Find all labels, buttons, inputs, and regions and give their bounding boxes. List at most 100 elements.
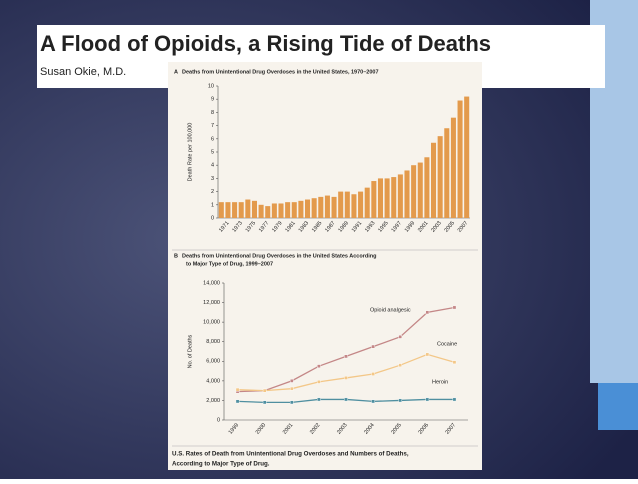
bar (397, 174, 403, 218)
bar (437, 136, 443, 218)
point (262, 400, 267, 405)
caption: U.S. Rates of Death from Unintentional D… (172, 451, 409, 458)
y-tick-label: 9 (211, 97, 214, 103)
bar (371, 181, 377, 218)
point (371, 399, 375, 404)
point (371, 372, 375, 376)
point (452, 397, 457, 402)
y-tick-label: 8 (211, 110, 214, 116)
bar (384, 178, 390, 218)
bar (450, 117, 456, 218)
y-tick-label: 2,000 (206, 398, 220, 404)
y-tick-label: 14,000 (203, 280, 220, 286)
author: Susan Okie, M.D. (40, 66, 126, 78)
bar (331, 196, 337, 218)
slide-title: A Flood of Opioids, a Rising Tide of Dea… (40, 31, 491, 56)
chart-title: Deaths from Unintentional Drug Overdoses… (182, 253, 376, 259)
bar (444, 128, 450, 218)
series-label: Cocaine (437, 341, 457, 347)
y-tick-label: 2 (211, 189, 214, 195)
y-tick-label: 4 (211, 163, 214, 169)
panel-label: A (174, 69, 178, 75)
bar (457, 100, 463, 218)
bar (411, 165, 417, 218)
bar (324, 195, 330, 218)
point (289, 379, 294, 383)
point (452, 305, 457, 310)
point (452, 360, 457, 365)
y-tick-label: 6 (211, 136, 214, 142)
figure-panel (168, 62, 482, 470)
y-tick-label: 4,000 (206, 378, 220, 384)
y-tick-label: 12,000 (203, 300, 220, 306)
point (289, 400, 294, 405)
bar (291, 202, 297, 218)
panel-label: B (174, 253, 178, 259)
bar (417, 162, 423, 218)
bar (271, 203, 277, 218)
point (262, 388, 267, 393)
y-tick-label: 0 (217, 417, 220, 423)
point (425, 352, 430, 357)
point (317, 364, 321, 368)
bar (358, 191, 364, 218)
point (235, 399, 240, 404)
point (398, 335, 403, 339)
bar (245, 199, 251, 218)
point (344, 354, 348, 359)
bar (218, 202, 224, 218)
y-tick-label: 5 (211, 149, 214, 155)
y-tick-label: 7 (211, 123, 214, 129)
bar (298, 200, 304, 218)
bar (285, 202, 291, 218)
point (317, 397, 321, 402)
point (398, 363, 403, 368)
point (235, 387, 240, 392)
bar (351, 194, 357, 218)
y-tick-label: 3 (211, 176, 214, 182)
point (344, 397, 348, 402)
y-axis-label: No. of Deaths (187, 334, 193, 368)
bar (278, 203, 284, 218)
bar (265, 206, 271, 218)
bar (424, 157, 430, 218)
side-block (598, 383, 638, 430)
bar (377, 178, 383, 218)
bar (338, 191, 344, 218)
point (344, 376, 348, 380)
y-tick-label: 8,000 (206, 339, 220, 345)
bar (225, 202, 231, 218)
chart-title: Deaths from Unintentional Drug Overdoses… (182, 69, 379, 75)
bar (305, 199, 311, 218)
point (425, 310, 430, 315)
bar (311, 198, 317, 218)
y-tick-label: 10,000 (203, 320, 220, 326)
bar (404, 170, 410, 218)
chart-title: to Major Type of Drug, 1999–2007 (186, 261, 273, 267)
series-label: Heroin (432, 379, 448, 385)
point (317, 380, 321, 384)
y-tick-label: 1 (211, 202, 214, 208)
bar (258, 204, 264, 218)
bar (391, 177, 397, 218)
bar (251, 200, 257, 218)
point (371, 344, 375, 349)
bar (344, 191, 350, 218)
caption: According to Major Type of Drug. (172, 461, 270, 468)
y-tick-label: 10 (208, 83, 214, 89)
point (289, 386, 294, 391)
y-axis-label: Death Rate per 100,000 (187, 123, 193, 182)
bar (238, 202, 244, 218)
point (425, 397, 430, 402)
bar (318, 196, 324, 218)
bar (364, 187, 370, 218)
point (398, 398, 403, 403)
y-tick-label: 6,000 (206, 359, 220, 365)
bar (464, 96, 470, 218)
series-label: Opioid analgesic (370, 307, 411, 313)
y-tick-label: 0 (211, 215, 214, 221)
bar (431, 142, 437, 218)
bar (232, 202, 238, 218)
